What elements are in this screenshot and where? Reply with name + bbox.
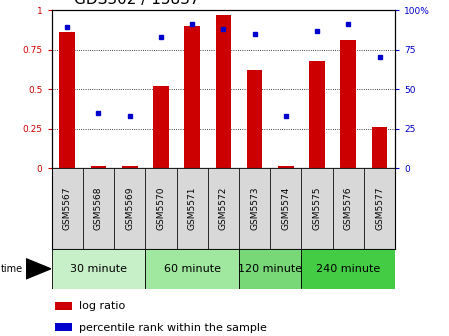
Text: 60 minute: 60 minute bbox=[163, 264, 220, 274]
Bar bbox=[239, 168, 270, 249]
Text: GSM5572: GSM5572 bbox=[219, 186, 228, 230]
Bar bbox=[208, 168, 239, 249]
Bar bbox=[59, 32, 75, 168]
Bar bbox=[114, 168, 145, 249]
Bar bbox=[340, 40, 356, 168]
Bar bbox=[153, 86, 169, 168]
Text: GSM5574: GSM5574 bbox=[282, 186, 291, 230]
Text: GSM5567: GSM5567 bbox=[63, 186, 72, 230]
Text: GSM5576: GSM5576 bbox=[344, 186, 353, 230]
Text: GSM5571: GSM5571 bbox=[188, 186, 197, 230]
Text: GSM5575: GSM5575 bbox=[313, 186, 321, 230]
Text: GSM5569: GSM5569 bbox=[125, 186, 134, 230]
Bar bbox=[364, 168, 395, 249]
Bar bbox=[216, 15, 231, 168]
Text: 30 minute: 30 minute bbox=[70, 264, 127, 274]
Bar bbox=[372, 127, 387, 168]
Bar bbox=[55, 302, 72, 310]
Bar bbox=[52, 249, 145, 289]
Text: GSM5573: GSM5573 bbox=[250, 186, 259, 230]
Bar bbox=[145, 168, 176, 249]
Text: GDS302 / 15837: GDS302 / 15837 bbox=[74, 0, 200, 7]
Bar bbox=[301, 168, 333, 249]
Bar bbox=[122, 166, 137, 168]
Bar bbox=[270, 168, 301, 249]
Bar bbox=[145, 249, 239, 289]
Bar bbox=[333, 168, 364, 249]
Bar bbox=[52, 168, 83, 249]
Bar bbox=[55, 323, 72, 331]
Text: 240 minute: 240 minute bbox=[316, 264, 380, 274]
Bar bbox=[91, 166, 106, 168]
Text: GSM5568: GSM5568 bbox=[94, 186, 103, 230]
Bar bbox=[176, 168, 208, 249]
Bar bbox=[278, 166, 294, 168]
Bar bbox=[309, 60, 325, 168]
Text: log ratio: log ratio bbox=[79, 301, 125, 311]
Polygon shape bbox=[26, 259, 51, 279]
Text: percentile rank within the sample: percentile rank within the sample bbox=[79, 323, 267, 333]
Bar bbox=[301, 249, 395, 289]
Bar bbox=[185, 26, 200, 168]
Bar bbox=[83, 168, 114, 249]
Bar bbox=[239, 249, 301, 289]
Bar bbox=[247, 70, 262, 168]
Text: GSM5577: GSM5577 bbox=[375, 186, 384, 230]
Text: 120 minute: 120 minute bbox=[238, 264, 302, 274]
Text: time: time bbox=[1, 264, 23, 274]
Text: GSM5570: GSM5570 bbox=[156, 186, 165, 230]
